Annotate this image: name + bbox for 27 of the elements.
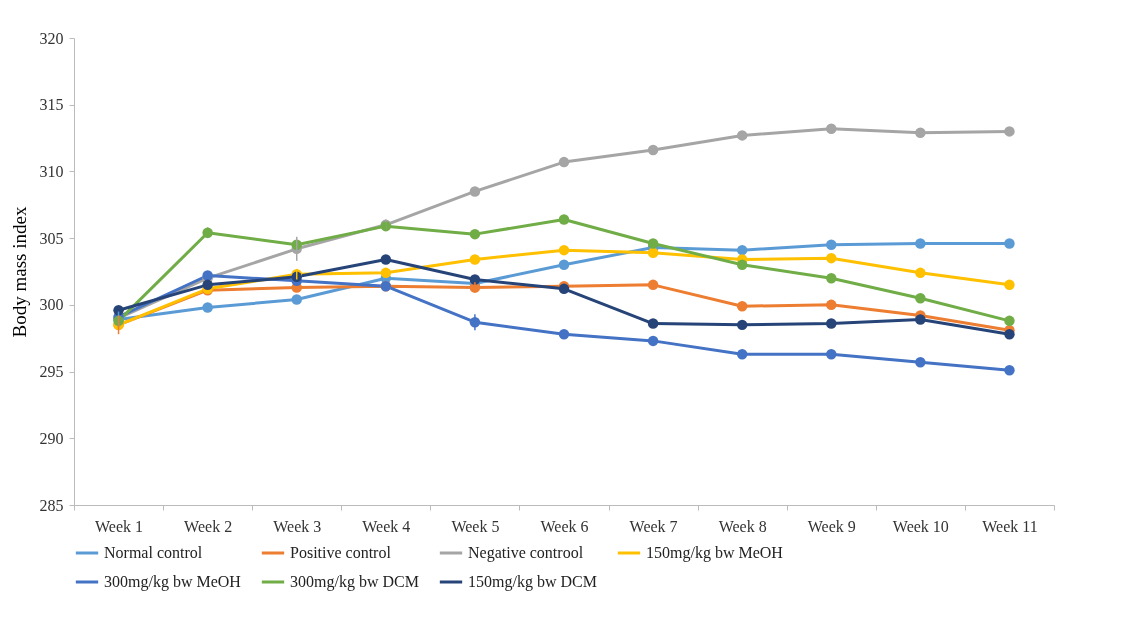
y-tick-label: 295 [39, 363, 64, 381]
x-tick-label: Week 11 [982, 517, 1038, 535]
legend-label: Positive control [290, 544, 392, 561]
x-tick-label: Week 8 [718, 517, 767, 535]
x-tick-label: Week 6 [540, 517, 589, 535]
y-tick-label: 290 [39, 429, 64, 447]
x-tick-label: Week 2 [184, 517, 233, 535]
y-tick-label: 300 [39, 296, 64, 314]
y-tick-label: 315 [39, 96, 64, 114]
legend-label: 300mg/kg bw DCM [290, 573, 419, 591]
y-tick-label: 320 [39, 29, 64, 47]
y-tick-label: 305 [39, 229, 64, 247]
legend-label: Normal control [104, 544, 203, 561]
legend-label: 150mg/kg bw DCM [468, 573, 597, 591]
x-tick-label: Week 9 [807, 517, 856, 535]
x-tick-label: Week 10 [892, 517, 949, 535]
legend-label: Negative controol [468, 544, 584, 562]
x-tick-label: Week 1 [95, 517, 144, 535]
y-axis-title: Body mass index [8, 206, 30, 338]
legend-label: 150mg/kg bw MeOH [646, 544, 784, 562]
x-tick-label: Week 3 [273, 517, 322, 535]
legend-label: 300mg/kg bw MeOH [104, 573, 242, 591]
x-tick-label: Week 4 [362, 517, 411, 535]
y-tick-label: 285 [39, 496, 64, 514]
x-tick-label: Week 7 [629, 517, 678, 535]
y-tick-label: 310 [39, 162, 64, 180]
x-tick-label: Week 5 [451, 517, 500, 535]
